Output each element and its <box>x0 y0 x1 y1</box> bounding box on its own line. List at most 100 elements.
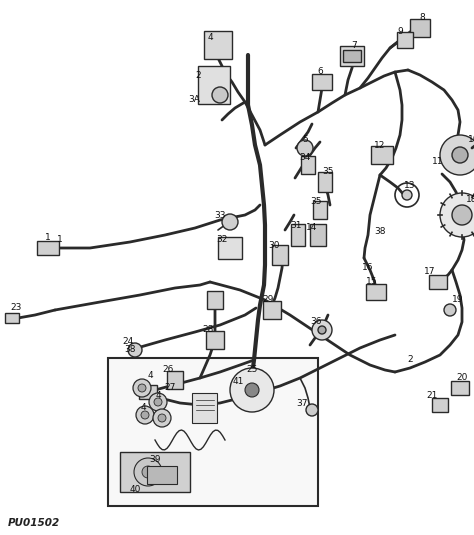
Circle shape <box>222 214 238 230</box>
Text: 36: 36 <box>310 317 322 326</box>
Text: 4: 4 <box>207 34 213 42</box>
Circle shape <box>133 379 151 397</box>
Bar <box>313 201 327 219</box>
Text: 24: 24 <box>122 338 134 347</box>
Text: 20: 20 <box>456 373 468 383</box>
Bar <box>108 358 318 506</box>
Text: 14: 14 <box>306 224 318 233</box>
Text: 4: 4 <box>147 371 153 380</box>
Text: 1: 1 <box>57 235 63 244</box>
Text: 19: 19 <box>452 295 464 304</box>
Text: 21: 21 <box>426 392 438 401</box>
Bar <box>120 452 190 492</box>
Bar <box>432 398 448 412</box>
Text: 27: 27 <box>164 384 176 393</box>
Text: 5: 5 <box>302 135 308 144</box>
Circle shape <box>134 458 162 486</box>
Text: 2: 2 <box>407 355 413 364</box>
Bar <box>263 301 281 319</box>
Text: 37: 37 <box>296 399 308 408</box>
Text: 41: 41 <box>232 378 244 386</box>
Text: 6: 6 <box>317 67 323 77</box>
Circle shape <box>128 343 142 357</box>
Text: 34: 34 <box>299 154 310 163</box>
Text: 39: 39 <box>149 455 161 464</box>
Text: 29: 29 <box>262 295 273 304</box>
Circle shape <box>312 320 332 340</box>
Circle shape <box>318 326 326 334</box>
Bar <box>198 66 230 104</box>
Bar <box>218 237 242 259</box>
Circle shape <box>440 193 474 237</box>
Text: 4: 4 <box>140 403 146 412</box>
Text: 38: 38 <box>374 227 386 236</box>
Bar <box>301 156 315 174</box>
Text: 35: 35 <box>310 197 322 207</box>
Bar <box>37 241 59 255</box>
Bar <box>310 224 326 246</box>
Bar <box>139 385 157 399</box>
Text: 26: 26 <box>162 365 173 374</box>
Bar <box>371 146 393 164</box>
Bar <box>397 32 413 48</box>
Bar <box>318 172 332 192</box>
Text: 9: 9 <box>397 27 403 36</box>
Text: 8: 8 <box>419 13 425 22</box>
Bar <box>366 284 386 300</box>
Text: 38: 38 <box>124 346 136 355</box>
Bar <box>291 224 305 246</box>
Text: 40: 40 <box>129 485 141 494</box>
Bar <box>343 50 361 62</box>
Circle shape <box>154 398 162 406</box>
Bar <box>5 313 19 323</box>
Text: 32: 32 <box>216 235 228 244</box>
Text: 4: 4 <box>155 391 161 400</box>
Bar <box>192 393 218 423</box>
Text: 15: 15 <box>366 278 378 287</box>
Circle shape <box>245 383 259 397</box>
Bar <box>312 74 332 90</box>
Bar <box>429 275 447 289</box>
Circle shape <box>153 409 171 427</box>
Text: 31: 31 <box>290 220 302 230</box>
Circle shape <box>230 368 274 412</box>
Text: 3A: 3A <box>188 96 200 104</box>
Circle shape <box>141 411 149 419</box>
Bar <box>147 466 177 484</box>
Text: 35: 35 <box>322 167 334 177</box>
Text: 25: 25 <box>246 365 258 374</box>
Text: 2: 2 <box>195 71 201 80</box>
Circle shape <box>306 404 318 416</box>
Text: PU01502: PU01502 <box>8 518 60 528</box>
Bar <box>206 331 224 349</box>
Circle shape <box>402 190 412 200</box>
Bar <box>451 381 469 395</box>
Text: 33: 33 <box>214 210 226 219</box>
Circle shape <box>452 147 468 163</box>
Circle shape <box>149 393 167 411</box>
Circle shape <box>138 384 146 392</box>
Bar <box>248 370 262 386</box>
Circle shape <box>444 304 456 316</box>
Text: 30: 30 <box>268 241 280 249</box>
Circle shape <box>142 466 154 478</box>
Text: 12: 12 <box>374 141 386 149</box>
Text: 28: 28 <box>202 325 214 334</box>
Circle shape <box>452 205 472 225</box>
Bar <box>207 291 223 309</box>
Text: 17: 17 <box>424 268 436 277</box>
Text: 23: 23 <box>10 303 22 312</box>
Bar <box>167 371 183 389</box>
Text: 7: 7 <box>351 42 357 50</box>
Circle shape <box>158 414 166 422</box>
Circle shape <box>297 140 313 156</box>
Bar <box>272 245 288 265</box>
Circle shape <box>212 87 228 103</box>
Text: 11: 11 <box>432 157 444 166</box>
Bar <box>204 31 232 59</box>
Circle shape <box>136 406 154 424</box>
Circle shape <box>440 135 474 175</box>
Text: 13: 13 <box>404 180 416 189</box>
Text: 10: 10 <box>468 135 474 144</box>
Text: 16: 16 <box>362 264 374 272</box>
